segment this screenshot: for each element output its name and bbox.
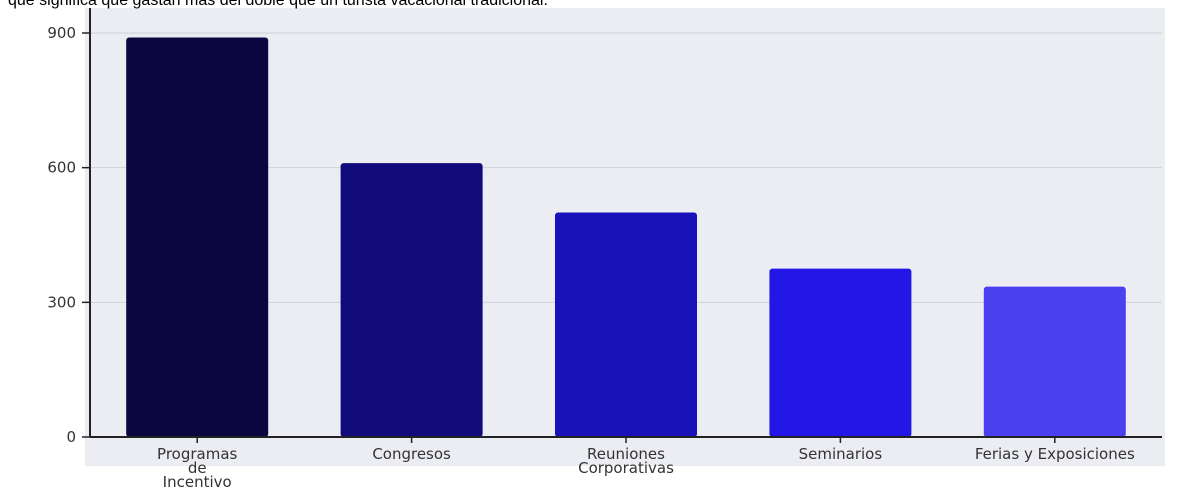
x-tick-label: de [188, 459, 207, 477]
x-tick-label: Reuniones [587, 445, 665, 463]
bar [340, 163, 483, 437]
y-tick-label: 0 [66, 428, 76, 446]
y-tick-label: 600 [47, 159, 76, 177]
caption: que significa que gastan más del doble q… [8, 0, 548, 9]
x-tick-label: Incentivo [163, 473, 232, 491]
y-tick-label: 900 [47, 24, 76, 42]
x-tick-label: Congresos [372, 445, 451, 463]
bar [983, 286, 1126, 437]
bar [555, 212, 697, 437]
x-tick-label: Programas [157, 445, 237, 463]
bar [126, 37, 269, 437]
x-tick-label: Seminarios [799, 445, 883, 463]
y-tick-label: 300 [47, 293, 76, 311]
x-tick-label: Ferias y Exposiciones [975, 445, 1135, 463]
bar [769, 268, 912, 437]
x-tick-label: Corporativas [578, 459, 674, 477]
